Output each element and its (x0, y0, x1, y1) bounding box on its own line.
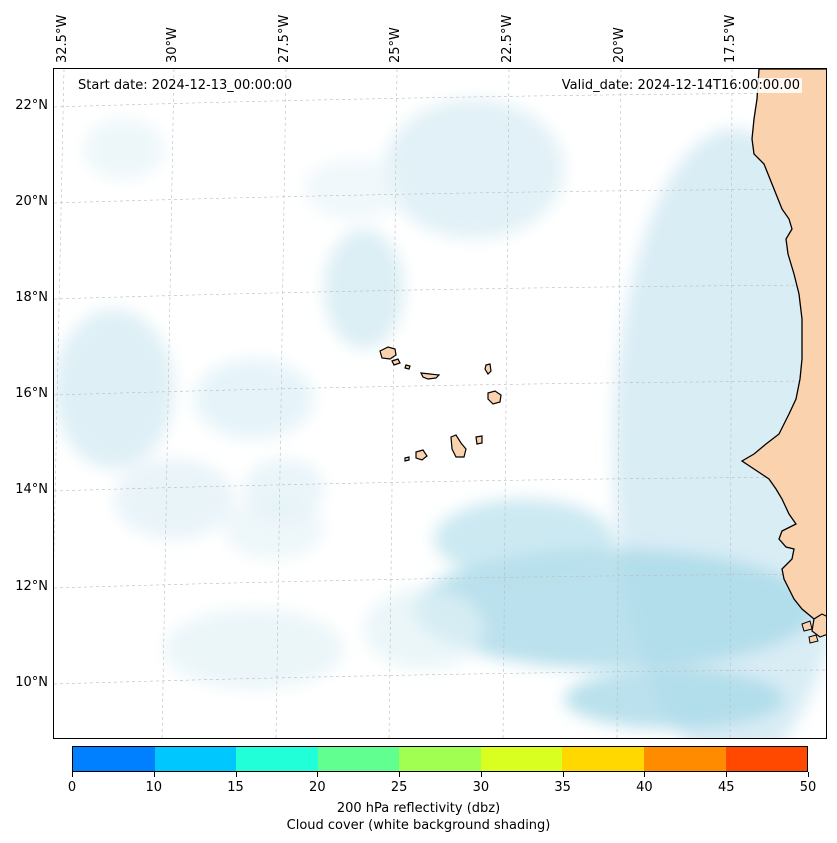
colorbar-segment (562, 747, 644, 771)
island-santiago (450, 434, 467, 458)
lat-label: 18°N (15, 290, 48, 305)
colorbar-tick-label: 50 (799, 780, 817, 795)
cloud-cover-shading (54, 99, 826, 738)
colorbar-tick (153, 772, 155, 777)
colorbar-segment (317, 747, 400, 771)
map-panel: Start date: 2024-12-13_00:00:00 Valid_da… (53, 68, 827, 739)
lon-label: 20°W (612, 27, 627, 63)
colorbar-segment (399, 747, 481, 771)
colorbar-tick (399, 772, 401, 777)
guinea-coast (811, 613, 826, 638)
map-canvas (54, 69, 826, 738)
colorbar-segment (643, 747, 726, 771)
west-africa-coastline (740, 69, 826, 629)
colorbar-segment (154, 747, 237, 771)
lon-label: 17.5°W (723, 14, 738, 63)
island-sao-nicolau (419, 372, 441, 380)
island-fogo (415, 449, 428, 461)
lat-label: 20°N (15, 194, 48, 209)
colorbar-segment (725, 747, 808, 771)
bissagos-islands (801, 620, 819, 644)
colorbar-tick (480, 772, 482, 777)
colorbar-tick-label: 35 (554, 780, 571, 795)
lat-label: 16°N (15, 386, 48, 401)
colorbar-tick-label: 40 (636, 780, 653, 795)
colorbar-tick (726, 772, 728, 777)
lat-label: 22°N (15, 98, 48, 113)
colorbar-tick-label: 45 (717, 780, 735, 795)
colorbar-subtitle: Cloud cover (white background shading) (286, 818, 551, 833)
island-brava (404, 456, 410, 462)
colorbar-tick (644, 772, 646, 777)
lon-label: 22.5°W (500, 14, 515, 63)
colorbar-segment (480, 747, 563, 771)
colorbar-title: 200 hPa reflectivity (dbz) (336, 801, 501, 816)
island-santo-antao (379, 346, 397, 360)
graticule (54, 69, 826, 738)
island-sao-vicente (391, 358, 401, 366)
start-date-label: Start date: 2024-12-13_00:00:00 (76, 78, 295, 93)
island-maio (475, 435, 483, 445)
lon-label: 25°W (388, 27, 403, 63)
colorbar (72, 746, 808, 772)
lat-label: 14°N (15, 482, 48, 497)
lat-label: 10°N (15, 675, 48, 690)
colorbar-tick-label: 0 (67, 780, 77, 795)
colorbar-tick (235, 772, 237, 777)
colorbar-tick-label: 15 (227, 780, 244, 795)
lon-label: 32.5°W (55, 14, 70, 63)
island-sal (484, 363, 492, 375)
valid-date-label: Valid_date: 2024-12-14T16:00:00.00 (559, 78, 802, 93)
colorbar-tick (72, 772, 73, 777)
colorbar-tick-label: 30 (472, 780, 490, 795)
colorbar-tick-label: 10 (145, 780, 163, 795)
colorbar-tick-label: 20 (309, 780, 326, 795)
colorbar-tick-label: 25 (390, 780, 408, 795)
colorbar-tick (562, 772, 564, 777)
island-santa-luzia (404, 364, 411, 370)
island-boa-vista (487, 390, 502, 405)
colorbar-segment (236, 747, 318, 771)
colorbar-tick (808, 772, 809, 777)
cape-verde-islands (379, 346, 502, 462)
colorbar-tick (317, 772, 319, 777)
colorbar-segment (73, 747, 155, 771)
lon-label: 27.5°W (277, 14, 292, 63)
lon-label: 30°W (165, 27, 180, 63)
lat-label: 12°N (15, 579, 48, 594)
